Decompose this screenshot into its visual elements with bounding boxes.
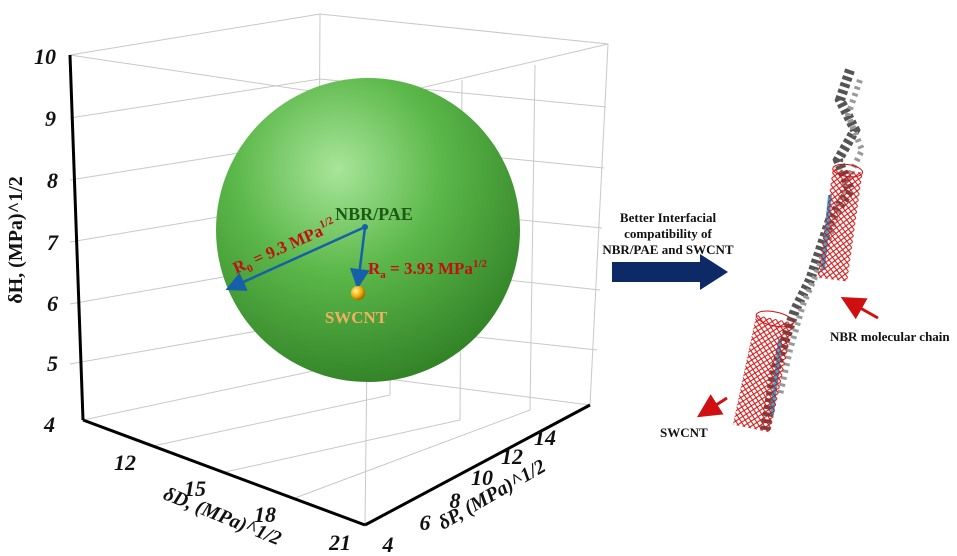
tube-label: SWCNT [660, 425, 708, 440]
tick-label: 6 [420, 510, 431, 535]
tick-label: 12 [114, 450, 136, 475]
ra-label: Ra = 3.93 MPa1/2 [368, 258, 487, 281]
solubility-sphere [216, 78, 520, 382]
chain-label: NBR molecular chain [830, 329, 950, 344]
arrow-text-line: compatibility of [624, 226, 712, 241]
center-label: NBR/PAE [335, 204, 413, 224]
tube-pointer [702, 398, 727, 414]
arrow-text-line: NBR/PAE and SWCNT [602, 242, 734, 257]
tick-label: 8 [450, 488, 461, 513]
tick-label: 6 [47, 291, 58, 316]
molecule [733, 70, 863, 432]
chain-pointer [846, 300, 878, 318]
tick-label: 9 [45, 106, 56, 131]
center-point [362, 224, 368, 230]
tick-label: 7 [47, 230, 59, 255]
tick-label: 5 [47, 351, 58, 376]
tick-label: 10 [471, 465, 493, 490]
tick-label: 10 [34, 44, 56, 69]
arrow-text-line: Better Interfacial [620, 210, 717, 225]
arrow-text: Better Interfacial compatibility of NBR/… [602, 210, 734, 257]
tick-label: 4 [382, 532, 394, 556]
tick-label: 12 [501, 444, 523, 469]
figure: NBR/PAE SWCNT R0 = 9.3 MPa1/2 Ra = 3.93 … [0, 0, 957, 556]
tick-label: 18 [254, 502, 276, 527]
transfer-arrow [612, 254, 728, 290]
tick-label: 21 [328, 530, 351, 555]
swcnt-point [351, 286, 365, 300]
point-label: SWCNT [325, 308, 388, 327]
z-axis-title: δH, (MPa)^1/2 [5, 176, 27, 304]
tick-label: 14 [534, 425, 556, 450]
tick-label: 4 [43, 412, 55, 437]
tick-label: 15 [184, 476, 206, 501]
tick-label: 8 [47, 168, 58, 193]
